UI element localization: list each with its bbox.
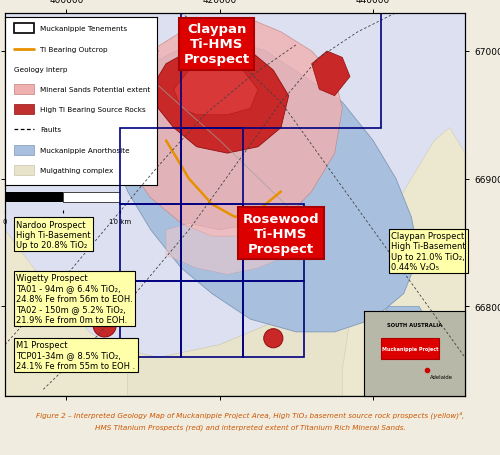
Polygon shape	[120, 20, 342, 237]
Text: HMS Titanium Prospects (red) and interpreted extent of Titanium Rich Mineral San: HMS Titanium Prospects (red) and interpr…	[94, 424, 406, 430]
Text: Nardoo Prospect
High Ti-Basement
Up to 20.8% TiO₂: Nardoo Prospect High Ti-Basement Up to 2…	[16, 220, 91, 250]
Polygon shape	[312, 52, 350, 96]
Ellipse shape	[264, 329, 283, 348]
Polygon shape	[174, 65, 258, 116]
Bar	[182, 205, 242, 281]
Polygon shape	[342, 128, 465, 396]
Text: M1 Prospect
TCP01-34m @ 8.5% TiO₂,
24.1% Fe from 55m to EOH .: M1 Prospect TCP01-34m @ 8.5% TiO₂, 24.1%…	[16, 340, 136, 370]
Text: Wigetty Prospect
TA01 - 94m @ 6.4% TiO₂,
24.8% Fe from 56m to EOH.
TA02 - 150m @: Wigetty Prospect TA01 - 94m @ 6.4% TiO₂,…	[16, 273, 133, 324]
Polygon shape	[128, 71, 150, 109]
Bar	[182, 128, 242, 205]
Polygon shape	[5, 281, 465, 396]
Bar	[182, 14, 380, 128]
Ellipse shape	[93, 314, 116, 337]
Text: Figure 2 – Interpreted Geology Map of Muckanippie Project Area, High TiO₂ baseme: Figure 2 – Interpreted Geology Map of Mu…	[36, 410, 464, 418]
Text: Claypan
Ti-HMS
Prospect: Claypan Ti-HMS Prospect	[184, 23, 250, 66]
Polygon shape	[51, 33, 120, 96]
Bar	[182, 281, 242, 358]
Polygon shape	[150, 46, 288, 154]
Text: Claypan Prospect
High Ti-Basement
Up to 21.0% TiO₂,
0.44% V₂O₅: Claypan Prospect High Ti-Basement Up to …	[392, 232, 466, 272]
Polygon shape	[166, 217, 304, 275]
Bar	[242, 205, 304, 281]
Bar	[120, 128, 182, 205]
Polygon shape	[373, 307, 434, 370]
Polygon shape	[5, 230, 128, 396]
Bar	[120, 281, 182, 358]
Polygon shape	[128, 46, 158, 65]
Bar	[242, 281, 304, 358]
Bar	[120, 205, 182, 281]
Polygon shape	[112, 39, 419, 332]
Text: Rosewood
Ti-HMS
Prospect: Rosewood Ti-HMS Prospect	[242, 212, 320, 255]
